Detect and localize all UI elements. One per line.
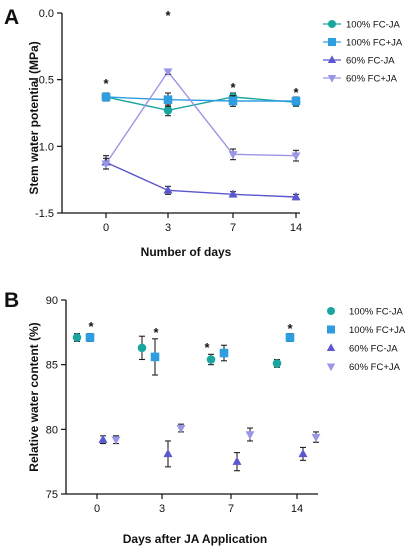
panel-a-x-axis-title: Number of days	[141, 245, 232, 259]
panel-b-legend-marker-100pct-fcminusja	[327, 307, 335, 315]
panel-b-star: *	[204, 340, 210, 355]
panel-b-star: *	[153, 325, 159, 340]
panel-b-point-100pct-fcplusja	[285, 333, 295, 342]
panel-b-series-100pct-fcplusja	[85, 333, 295, 376]
panel-b-point-100pct-fcplusja	[219, 348, 229, 358]
panel-b-y-tick-label: 85	[46, 360, 58, 372]
panel-b-axes: 90 85 80 75 0 3 7 14	[46, 295, 318, 515]
panel-b-y-axis-title: Relative water content (%)	[27, 322, 41, 471]
panel-a-series-100pct-fcplusja	[101, 92, 301, 107]
panel-b-point-60pct-fcplusja	[311, 433, 321, 443]
panel-b-label: B	[4, 289, 19, 312]
panel-a-x-tick-label: 7	[230, 222, 236, 234]
panel-b-legend-marker-60pct-fcplusja	[326, 363, 336, 372]
panel-a-point-60pct-fcminusja	[228, 189, 238, 198]
panel-a-y-tick-label: -1.5	[35, 208, 54, 220]
panel-b-y-tick-label: 75	[46, 489, 58, 501]
panel-b-point-100pct-fcminusja	[206, 355, 216, 364]
panel-a-star: *	[103, 76, 109, 91]
panel-b-x-tick-label: 0	[94, 503, 100, 515]
panel-a-point-60pct-fcplusja	[228, 151, 238, 160]
panel-a-series	[101, 68, 301, 201]
panel-a-axes: 0.0 -0.5 -1.0 -1.5 0 3 7 14	[35, 8, 302, 234]
panel-b-x-axis-title: Days after JA Application	[123, 532, 267, 546]
panel-a-y-tick-label: -1.0	[35, 141, 54, 153]
panel-a-significance-markers: * * * *	[103, 8, 299, 100]
panel-b-star: *	[287, 321, 293, 336]
panel-b-point-60pct-fcplusja	[176, 424, 186, 433]
panel-a-point-100pct-fcplusja	[291, 96, 301, 106]
panel-b-point-100pct-fcminusja	[272, 359, 282, 368]
panel-b-legend: 100% FC-JA 100% FC+JA 60% FC-JA 60% FC+JA	[326, 307, 406, 373]
panel-b-series	[72, 333, 321, 472]
panel-a-y-axis-title: Stem water potential (MPa)	[27, 41, 41, 194]
panel-a-line-60pct-fcminusja	[105, 161, 297, 198]
panel-a-series-60pct-fcminusja	[101, 155, 301, 201]
panel-b-significance-markers: * * * *	[88, 319, 293, 355]
panel-a-legend-label-60pct-fcplusja: 60% FC+JA	[346, 74, 398, 85]
panel-a-series-100pct-fcminusja	[101, 92, 301, 117]
panel-b-legend-marker-60pct-fcminusja	[326, 343, 336, 351]
panel-b-series-60pct-fcminusja	[98, 434, 308, 472]
panel-a-legend-label-100pct-fcminusja: 100% FC-JA	[346, 20, 401, 31]
panel-a-legend-label-60pct-fcminusja: 60% FC-JA	[346, 56, 395, 67]
panel-b-point-60pct-fcminusja	[232, 456, 242, 465]
panel-b-legend-marker-100pct-fcplusja	[327, 325, 335, 334]
panel-a-x-tick-label: 3	[165, 222, 171, 234]
panel-a-legend-marker-100pct-fcplusja	[328, 38, 336, 46]
panel-a-line-100pct-fcplusja	[105, 96, 296, 102]
panel-b-point-100pct-fcplusja	[85, 333, 95, 342]
panel-a-point-100pct-fcplusja	[228, 96, 238, 106]
panel-a-stem-water-potential-chart: A Stem water potential (MPa) Number of d…	[4, 6, 403, 259]
panel-b-x-tick-label: 7	[228, 503, 234, 515]
panel-a-point-100pct-fcplusja	[163, 95, 173, 104]
panel-b-relative-water-content-chart: B Relative water content (%) Days after …	[4, 289, 406, 546]
panel-b-series-60pct-fcplusja	[111, 423, 321, 445]
panel-a-point-60pct-fcplusja	[163, 68, 173, 77]
panel-b-y-tick-label: 80	[46, 424, 58, 436]
panel-b-legend-label-60pct-fcminusja: 60% FC-JA	[349, 344, 398, 355]
panel-a-legend-marker-100pct-fcminusja	[328, 20, 336, 28]
panel-b-x-tick-label: 14	[291, 503, 303, 515]
panel-a-y-tick-label: -0.5	[35, 75, 54, 87]
panel-b-series-100pct-fcminusja	[72, 333, 282, 368]
panel-a-x-tick-label: 0	[103, 222, 109, 234]
panel-a-legend-label-100pct-fcplusja: 100% FC+JA	[346, 38, 403, 49]
panel-a-y-tick-label: 0.0	[39, 8, 54, 20]
panel-a-line-100pct-fcminusja	[105, 96, 297, 112]
panel-a-label: A	[4, 6, 19, 29]
panel-a-point-60pct-fcplusja	[101, 160, 111, 169]
panel-a-star: *	[165, 8, 171, 23]
panel-b-point-60pct-fcminusja	[298, 448, 308, 458]
panel-a-point-60pct-fcplusja	[291, 152, 301, 161]
panel-b-legend-label-60pct-fcplusja: 60% FC+JA	[349, 362, 401, 373]
panel-a-star: *	[230, 80, 236, 95]
panel-b-point-60pct-fcplusja	[111, 436, 121, 445]
panel-b-point-60pct-fcminusja	[98, 434, 108, 443]
panel-b-point-60pct-fcplusja	[245, 431, 255, 440]
panel-a-point-100pct-fcplusja	[101, 92, 111, 102]
panel-a-legend-marker-60pct-fcplusja	[327, 75, 337, 83]
panel-a-line-60pct-fcplusja	[105, 70, 297, 165]
panel-b-point-100pct-fcminusja	[72, 333, 82, 342]
panel-a-point-100pct-fcminusja	[163, 106, 173, 115]
panel-a-star: *	[293, 85, 299, 100]
panel-b-legend-label-100pct-fcplusja: 100% FC+JA	[349, 325, 406, 336]
panel-b-y-tick-label: 90	[46, 295, 58, 307]
panel-a-legend: 100% FC-JA 100% FC+JA 60% FC-JA 60% FC+JA	[323, 20, 403, 85]
panel-a-legend-marker-60pct-fcminusja	[327, 55, 337, 63]
panel-b-point-60pct-fcminusja	[163, 448, 173, 458]
panel-a-x-tick-label: 14	[290, 222, 302, 234]
panel-b-legend-label-100pct-fcminusja: 100% FC-JA	[349, 307, 404, 318]
panel-b-x-tick-label: 3	[159, 503, 165, 515]
panel-b-star: *	[88, 319, 94, 334]
panel-b-point-100pct-fcminusja	[137, 343, 147, 353]
panel-a-point-60pct-fcminusja	[163, 185, 173, 194]
panel-a-series-60pct-fcplusja	[101, 68, 301, 170]
panel-a-point-60pct-fcminusja	[291, 192, 301, 201]
panel-b-point-100pct-fcplusja	[150, 352, 160, 362]
